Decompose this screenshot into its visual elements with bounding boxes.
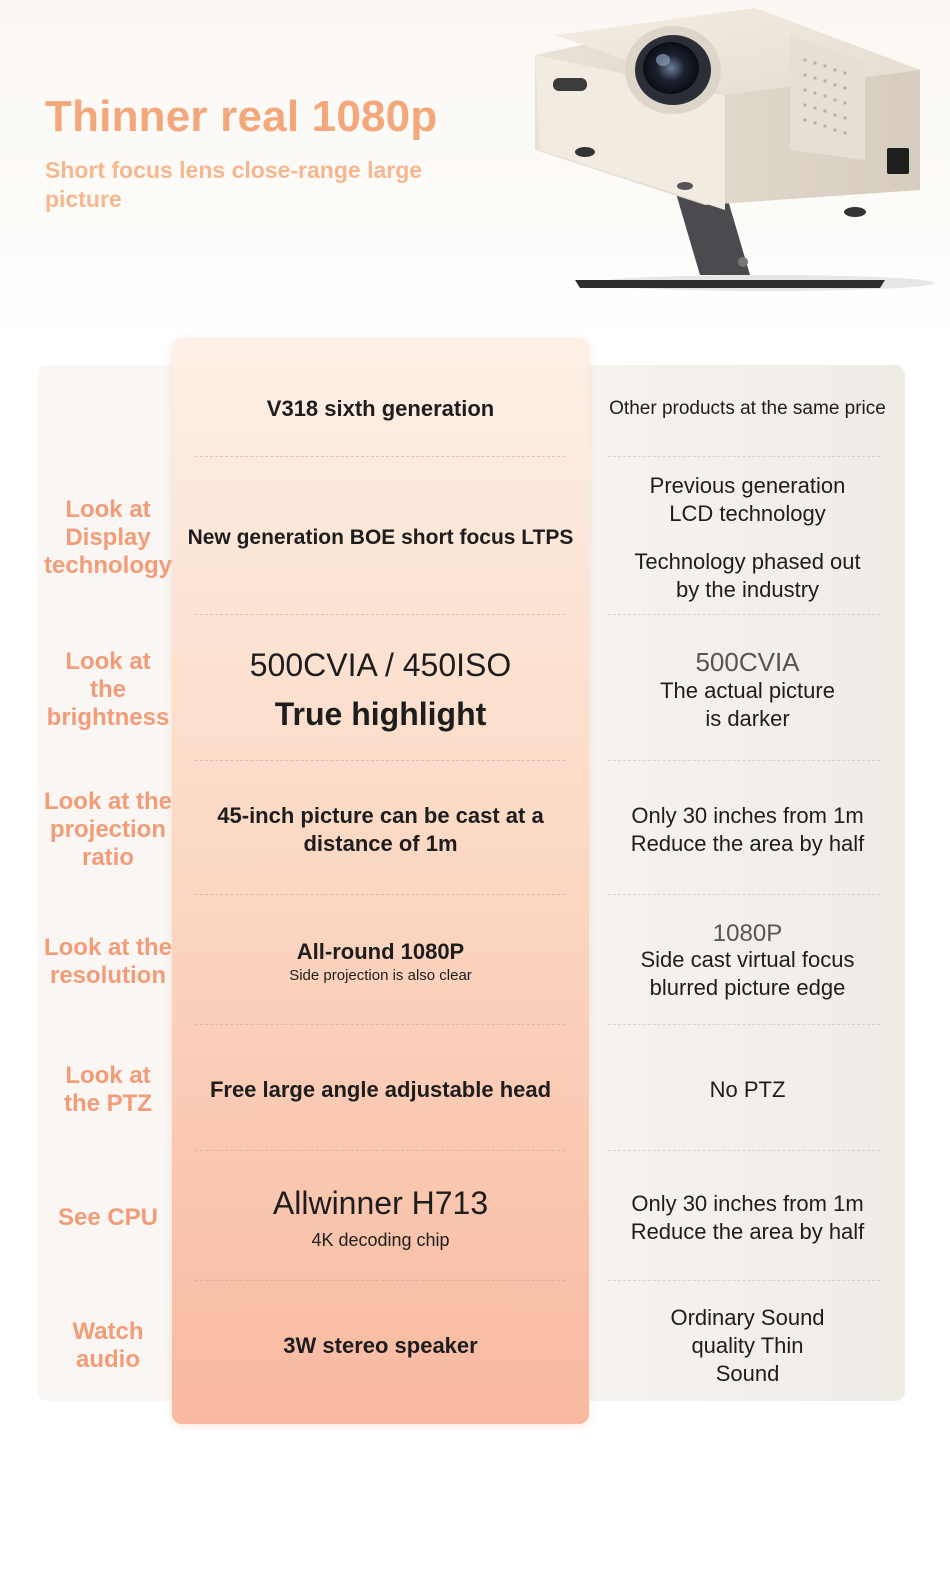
hero-title: Thinner real 1080p — [45, 92, 438, 141]
row-comp: Only 30 inches from 1m Reduce the area b… — [590, 1156, 905, 1280]
row-label: Look at the brightness — [38, 620, 178, 760]
divider — [608, 894, 880, 895]
divider — [608, 1280, 880, 1281]
row-comp: 500CVIA The actual picture is darker — [590, 620, 905, 760]
divider — [608, 760, 880, 761]
projector-image — [535, 8, 935, 291]
row-label-text: Look at Display technology — [43, 496, 172, 579]
row-label-text: Watch audio — [72, 1318, 144, 1373]
divider — [195, 1280, 565, 1281]
divider — [608, 614, 880, 615]
row-label-text: Look at the brightness — [46, 648, 170, 731]
row-comp-text: Only 30 inches from 1m Reduce the area b… — [630, 1191, 865, 1244]
divider — [195, 894, 565, 895]
row-label-text: Look at the PTZ — [64, 1062, 152, 1117]
label-column — [38, 365, 178, 1401]
divider — [195, 614, 565, 615]
table-row: Look at the brightness 500CVIA / 450ISO … — [38, 620, 905, 760]
hero-subtitle: Short focus lens close-range large pictu… — [45, 157, 423, 212]
row-comp: Ordinary Sound quality Thin Sound — [590, 1286, 905, 1406]
table-row: Look at the resolution All-round 1080P S… — [38, 900, 905, 1024]
row-label: Look at the resolution — [38, 900, 178, 1024]
row-main: Allwinner H713 4K decoding chip — [172, 1156, 589, 1280]
row-comp: Previous generation LCD technology Techn… — [590, 462, 905, 614]
table-row: Watch audio 3W stereo speaker Ordinary S… — [38, 1286, 905, 1406]
divider — [195, 456, 565, 457]
row-label: Look at the projection ratio — [38, 766, 178, 894]
row-main-text-2: Side projection is also clear — [289, 967, 472, 984]
row-main: Free large angle adjustable head — [172, 1030, 589, 1150]
row-main: 500CVIA / 450ISO True highlight — [172, 620, 589, 760]
row-comp-text: Previous generation LCD technology — [649, 473, 846, 526]
row-main-text: Free large angle adjustable head — [209, 1077, 552, 1102]
row-main-text: 500CVIA / 450ISO — [249, 647, 512, 683]
table-row: See CPU Allwinner H713 4K decoding chip … — [38, 1156, 905, 1280]
row-main-text-2: True highlight — [274, 696, 487, 732]
divider — [608, 1150, 880, 1151]
row-label: See CPU — [38, 1156, 178, 1280]
row-main: 3W stereo speaker — [172, 1286, 589, 1406]
table-header-row: V318 sixth generation Other products at … — [38, 370, 905, 448]
table-row: Look at the projection ratio 45-inch pic… — [38, 766, 905, 894]
row-label-text: Look at the projection ratio — [43, 788, 172, 871]
divider — [195, 760, 565, 761]
row-label: Watch audio — [38, 1286, 178, 1406]
row-main: New generation BOE short focus LTPS — [172, 462, 589, 614]
header-comp: Other products at the same price — [590, 370, 905, 448]
divider — [608, 1024, 880, 1025]
row-comp-text-2: Technology phased out by the industry — [634, 549, 861, 602]
divider — [195, 1150, 565, 1151]
row-label: Look at the PTZ — [38, 1030, 178, 1150]
row-main-text: 3W stereo speaker — [283, 1333, 478, 1358]
row-main-text: 45-inch picture can be cast at a distanc… — [217, 803, 544, 856]
table-row: Look at Display technology New generatio… — [38, 462, 905, 614]
competitor-column — [588, 365, 905, 1401]
row-comp-text: Only 30 inches from 1m Reduce the area b… — [630, 803, 865, 856]
row-main-text-2: 4K decoding chip — [311, 1230, 450, 1250]
header-main-text: V318 sixth generation — [266, 396, 495, 421]
row-main-text: New generation BOE short focus LTPS — [187, 526, 574, 549]
featured-column — [172, 338, 589, 1424]
row-main: All-round 1080P Side projection is also … — [172, 900, 589, 1024]
row-main: 45-inch picture can be cast at a distanc… — [172, 766, 589, 894]
header-main: V318 sixth generation — [172, 370, 589, 448]
divider — [608, 456, 880, 457]
row-comp-text-2: Side cast virtual focus blurred picture … — [640, 947, 855, 1000]
row-comp-text: No PTZ — [709, 1077, 786, 1102]
row-label: Look at Display technology — [38, 462, 178, 614]
header-comp-text: Other products at the same price — [609, 398, 886, 419]
divider — [195, 1024, 565, 1025]
row-comp: No PTZ — [590, 1030, 905, 1150]
row-label-text: See CPU — [57, 1204, 159, 1231]
row-main-text: Allwinner H713 — [272, 1185, 489, 1221]
row-comp-text: Ordinary Sound quality Thin Sound — [670, 1305, 825, 1386]
row-comp-text: 500CVIA — [695, 647, 800, 677]
row-comp: Only 30 inches from 1m Reduce the area b… — [590, 766, 905, 894]
table-row: Look at the PTZ Free large angle adjusta… — [38, 1030, 905, 1150]
row-comp: 1080P Side cast virtual focus blurred pi… — [590, 900, 905, 1024]
row-main-text: All-round 1080P — [296, 939, 465, 964]
row-comp-text-2: The actual picture is darker — [660, 678, 835, 731]
row-label-text: Look at the resolution — [43, 934, 172, 989]
row-comp-text: 1080P — [712, 920, 783, 947]
